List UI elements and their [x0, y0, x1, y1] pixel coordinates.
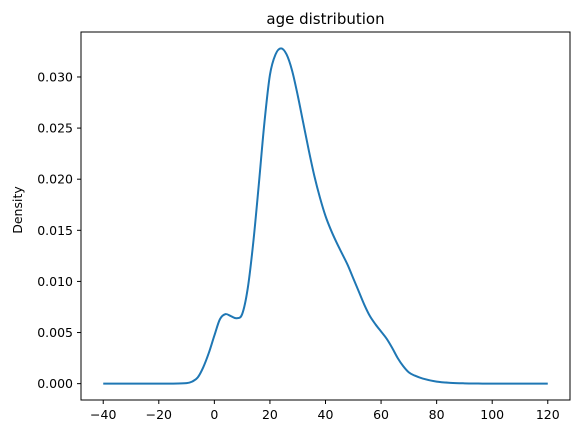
y-tick-label: 0.030	[37, 69, 73, 84]
axis-ticks: −40 −20 0 20 40 60 80 100 120 0.000 0.005 0.010 0.01…	[37, 69, 560, 422]
x-tick-label: 120	[536, 407, 560, 422]
x-tick-label: 60	[373, 407, 389, 422]
density-line	[103, 47, 548, 385]
x-tick-label: 100	[480, 407, 504, 422]
plot-frame	[80, 31, 571, 401]
x-tick-label: −40	[90, 407, 116, 422]
x-tick-label: 20	[262, 407, 278, 422]
plot-area	[103, 47, 548, 385]
y-tick-label: 0.020	[37, 172, 73, 187]
chart-title: age distribution	[266, 10, 384, 28]
x-tick-label: 40	[318, 407, 334, 422]
y-tick-label: 0.005	[37, 325, 73, 340]
y-axis-label: Density	[10, 186, 25, 234]
y-tick-label: 0.015	[37, 223, 73, 238]
x-tick-label: 0	[210, 407, 218, 422]
y-tick-label: 0.025	[37, 121, 73, 136]
x-tick-label: −20	[146, 407, 172, 422]
y-tick-label: 0.010	[37, 274, 73, 289]
y-tick-label: 0.000	[37, 376, 73, 391]
x-tick-label: 80	[429, 407, 445, 422]
